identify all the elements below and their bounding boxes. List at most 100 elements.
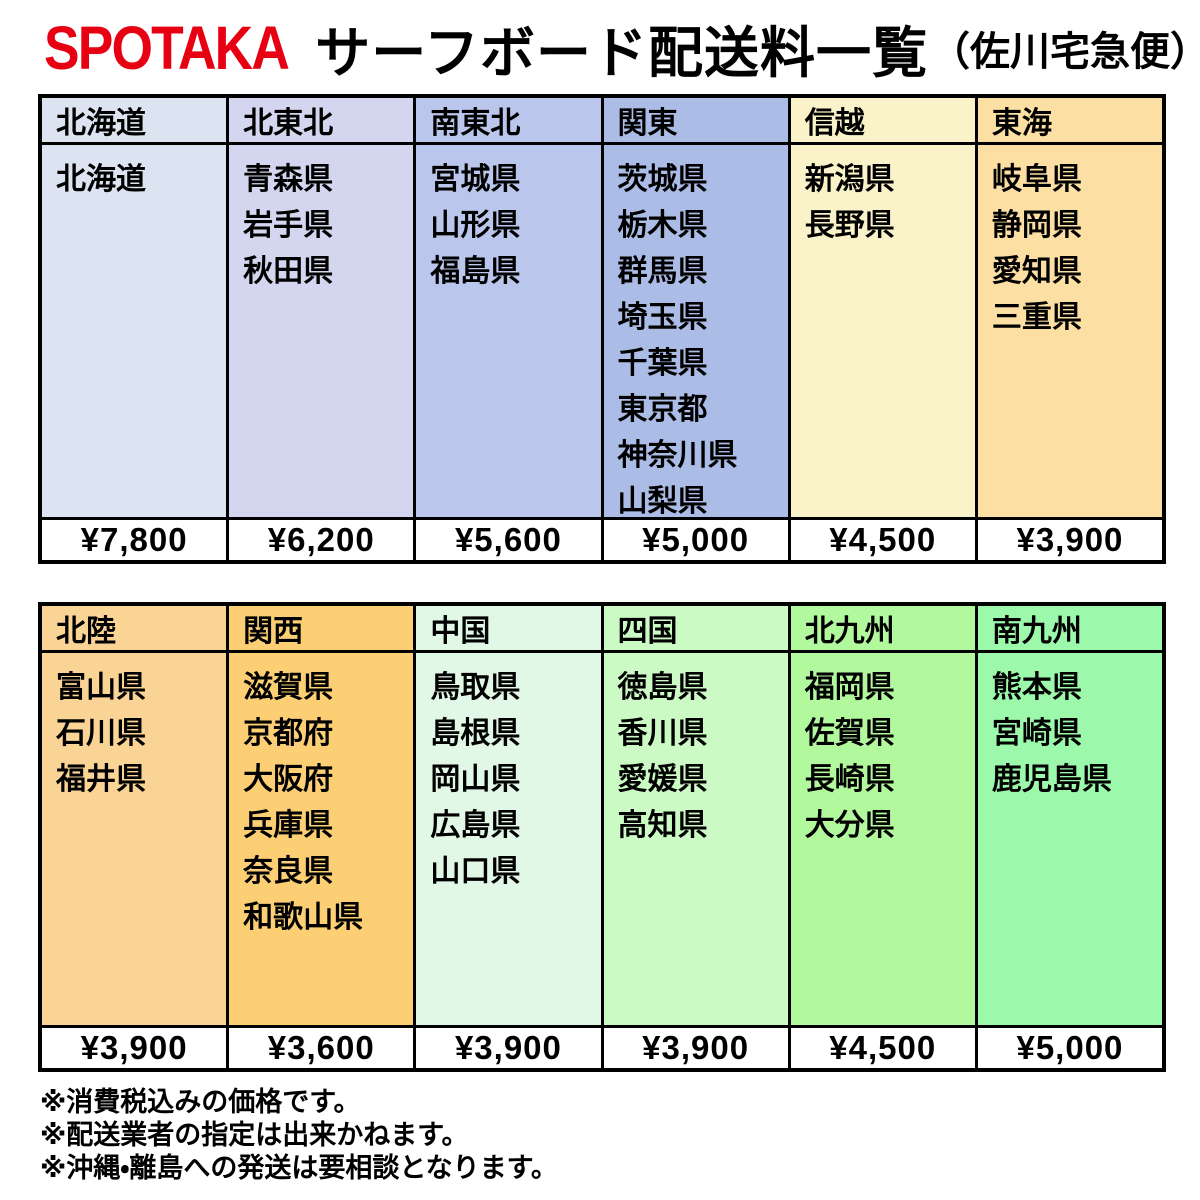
prefecture-item: 千葉県 — [617, 347, 708, 380]
prefecture-list: 新潟県 長野県 — [791, 145, 975, 517]
prefecture-item: 兵庫県 — [243, 809, 334, 842]
prefecture-item: 徳島県 — [617, 671, 708, 704]
prefecture-item: 北海道 — [56, 163, 146, 196]
prefecture-list: 青森県 岩手県 秋田県 — [229, 145, 413, 517]
prefecture-item: 宮城県 — [430, 163, 521, 196]
prefecture-item: 高知県 — [617, 809, 708, 842]
prefecture-item: 岐阜県 — [991, 163, 1082, 196]
prefecture-list: 宮城県 山形県 福島県 — [416, 145, 600, 517]
region-column: 中国 鳥取県 島根県 岡山県 広島県 山口県 ¥3,900 — [416, 606, 604, 1068]
prefecture-list: 熊本県宮崎県鹿児島県 — [978, 653, 1162, 1025]
region-column: 信越 新潟県 長野県 ¥4,500 — [790, 98, 978, 560]
prefecture-item: 宮崎県 — [991, 717, 1082, 750]
prefecture-item: 大分県 — [804, 809, 895, 842]
prefecture-item: 長野県 — [804, 209, 895, 242]
prefecture-item: 佐賀県 — [804, 717, 895, 750]
region-column: 北海道 北海道 ¥7,800 — [42, 98, 230, 560]
prefecture-item: 滋賀県 — [243, 671, 334, 704]
prefecture-item: 新潟県 — [804, 163, 895, 196]
region-column: 南東北 宮城県 山形県 福島県 ¥5,600 — [416, 98, 604, 560]
page-subtitle: （佐川宅急便） — [929, 30, 1200, 74]
prefecture-item: 埼玉県 — [617, 301, 708, 334]
region-name: 北東北 — [229, 98, 414, 145]
region-column: 東海 岐阜県 静岡県 愛知県 三重県 ¥3,900 — [977, 98, 1163, 560]
region-column: 南九州 熊本県 宮崎県 鹿児島県 ¥5,000 — [977, 606, 1163, 1068]
region-column: 四国 徳島県 香川県 愛媛県 高知県 ¥3,900 — [603, 606, 791, 1068]
prefecture-item: 青森県 — [243, 163, 334, 196]
region-name: 東海 — [977, 98, 1163, 145]
prefecture-item: 山梨県 — [617, 485, 708, 517]
prefecture-item: 大阪府 — [243, 763, 334, 796]
prefecture-item: 京都府 — [243, 717, 334, 750]
prefecture-item: 富山県 — [56, 671, 146, 704]
region-name: 関東 — [603, 98, 788, 145]
region-column: 関東 茨城県 栃木県 群馬県 埼玉県 千葉県 東京都 神奈川県 山梨県 ¥5,000 — [603, 98, 791, 560]
prefecture-list: 徳島県香川県愛媛県高知県 — [604, 653, 788, 1025]
prefecture-item: 神奈川県 — [617, 439, 738, 472]
note-line: ※消費税込みの価格です。 — [40, 1087, 361, 1117]
region-column: 北陸 富山県 石川県 福井県 ¥3,900 — [42, 606, 230, 1068]
prefecture-item: 栃木県 — [617, 209, 708, 242]
region-name: 中国 — [416, 606, 601, 653]
prefecture-item: 福岡県 — [804, 671, 895, 704]
prefecture-item: 山形県 — [430, 209, 521, 242]
price-cell: ¥7,800 — [42, 517, 227, 560]
region-name: 南東北 — [416, 98, 601, 145]
prefecture-list: 茨城県 栃木県 群馬県 埼玉県 千葉県 東京都 神奈川県 山梨県 — [604, 145, 788, 517]
prefecture-item: 福井県 — [56, 763, 146, 796]
prefecture-item: 鳥取県 — [430, 671, 521, 704]
region-name: 北陸 — [42, 606, 227, 653]
prefecture-list: 岐阜県静岡県愛知県三重県 — [978, 145, 1162, 517]
price-cell: ¥3,600 — [229, 1025, 414, 1068]
prefecture-item: 静岡県 — [991, 209, 1082, 242]
prefecture-item: 奈良県 — [243, 855, 334, 888]
table-gap — [0, 564, 1200, 602]
price-cell: ¥4,500 — [790, 517, 975, 560]
region-name: 四国 — [603, 606, 788, 653]
prefecture-list: 鳥取県島根県岡山県広島県山口県 — [416, 653, 600, 1025]
prefecture-item: 和歌山県 — [243, 901, 364, 934]
prefecture-item: 広島県 — [430, 809, 521, 842]
prefecture-item: 熊本県 — [991, 671, 1082, 704]
brand-logo: SPOTAKA — [44, 13, 290, 83]
region-name: 信越 — [790, 98, 975, 145]
region-name: 北九州 — [790, 606, 975, 653]
prefecture-item: 茨城県 — [617, 163, 708, 196]
prefecture-item: 福島県 — [430, 255, 521, 288]
shipping-table-west: 北陸 富山県 石川県 福井県 ¥3,900 関西 滋賀県 京都府 大阪府 兵庫県 奈良県 和歌山県 ¥3… — [38, 602, 1166, 1072]
prefecture-item: 愛知県 — [991, 255, 1082, 288]
price-cell: ¥3,900 — [42, 1025, 227, 1068]
price-cell: ¥3,900 — [416, 1025, 601, 1068]
prefecture-item: 秋田県 — [243, 255, 334, 288]
prefecture-item: 鹿児島県 — [991, 763, 1112, 796]
price-cell: ¥3,900 — [977, 517, 1163, 560]
region-column: 北九州 福岡県 佐賀県 長崎県 大分県 ¥4,500 — [790, 606, 978, 1068]
page-title: SPOTAKA サーフボード配送料一覧 （佐川宅急便） — [44, 13, 1200, 84]
prefecture-item: 岩手県 — [243, 209, 334, 242]
prefecture-item: 香川県 — [617, 717, 708, 750]
prefecture-list: 北海道 — [42, 145, 226, 517]
price-cell: ¥5,000 — [977, 1025, 1163, 1068]
prefecture-item: 三重県 — [991, 301, 1082, 334]
region-column: 関西 滋賀県 京都府 大阪府 兵庫県 奈良県 和歌山県 ¥3,600 — [229, 606, 417, 1068]
prefecture-item: 島根県 — [430, 717, 521, 750]
price-cell: ¥5,600 — [416, 517, 601, 560]
price-cell: ¥5,000 — [603, 517, 788, 560]
prefecture-item: 山口県 — [430, 855, 521, 888]
region-name: 関西 — [229, 606, 414, 653]
note-line: ※配送業者の指定は出来かねます。 — [40, 1120, 469, 1150]
note-line: ※沖縄・離島への発送は要相談となります。 — [40, 1153, 558, 1183]
prefecture-item: 東京都 — [617, 393, 708, 426]
region-name: 南九州 — [977, 606, 1163, 653]
shipping-table-east: 北海道 北海道 ¥7,800 北東北 青森県 岩手県 秋田県 ¥6,200 南東北 宮城県 山形県福… — [38, 94, 1166, 564]
region-name: 北海道 — [42, 98, 227, 145]
footnotes: ※消費税込みの価格です。 ※配送業者の指定は出来かねます。 ※沖縄・離島への発送… — [40, 1086, 1200, 1185]
prefecture-item: 愛媛県 — [617, 763, 708, 796]
prefecture-list: 富山県 石川県 福井県 — [42, 653, 226, 1025]
prefecture-item: 石川県 — [56, 717, 146, 750]
prefecture-item: 岡山県 — [430, 763, 521, 796]
price-cell: ¥6,200 — [229, 517, 414, 560]
price-cell: ¥3,900 — [603, 1025, 788, 1068]
prefecture-list: 福岡県 佐賀県 長崎県 大分県 — [791, 653, 975, 1025]
prefecture-list: 滋賀県京都府大阪府兵庫県奈良県和歌山県 — [229, 653, 413, 1025]
